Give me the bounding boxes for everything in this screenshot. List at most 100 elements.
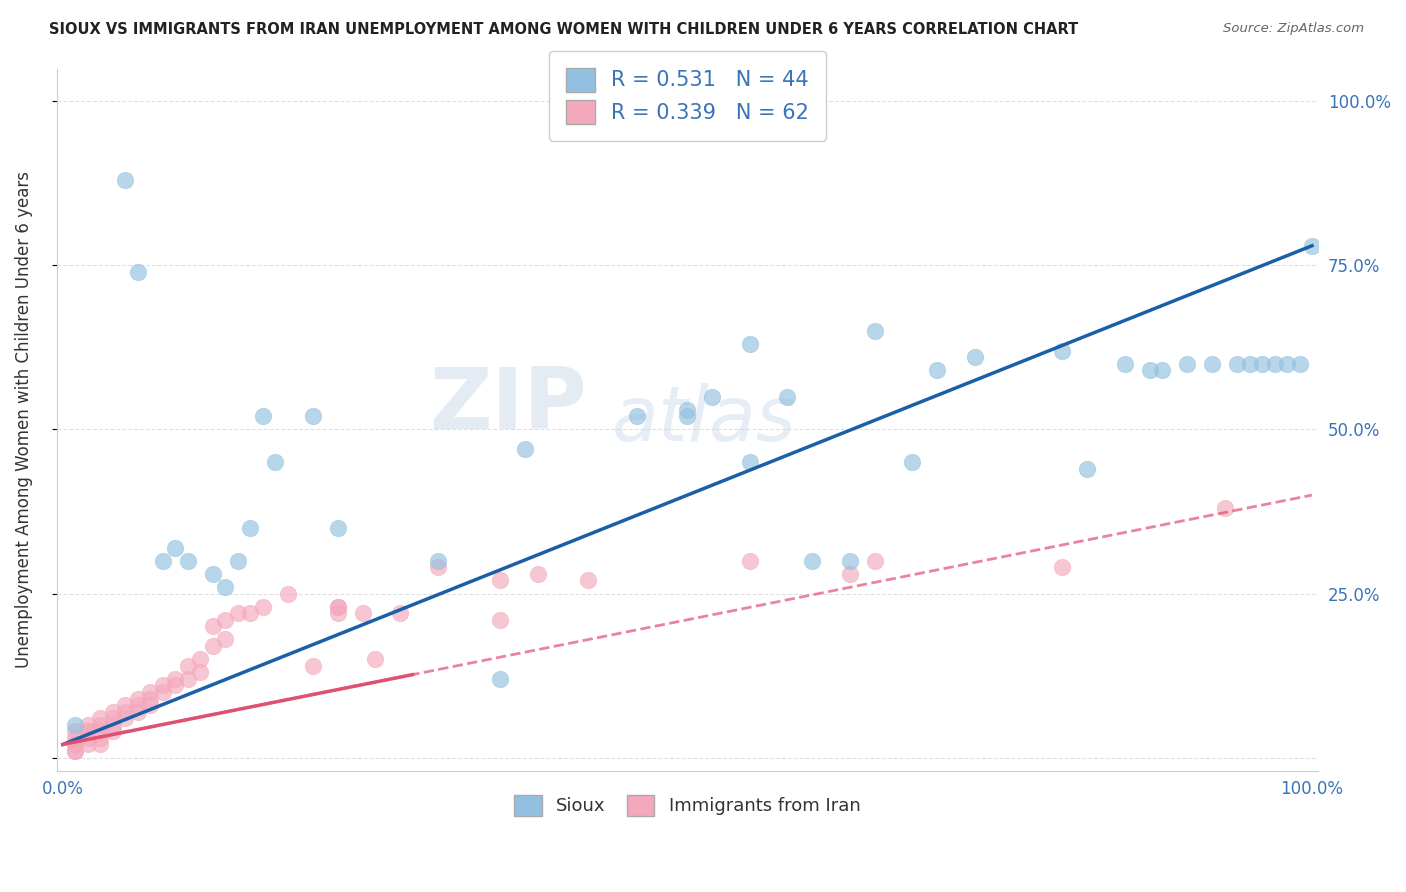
Point: [838, 554, 860, 568]
Point: [426, 554, 449, 568]
Point: [239, 606, 262, 620]
Point: [863, 324, 886, 338]
Legend: Sioux, Immigrants from Iran: Sioux, Immigrants from Iran: [505, 786, 869, 825]
Point: [139, 691, 162, 706]
Point: [89, 738, 111, 752]
Text: SIOUX VS IMMIGRANTS FROM IRAN UNEMPLOYMENT AMONG WOMEN WITH CHILDREN UNDER 6 YEA: SIOUX VS IMMIGRANTS FROM IRAN UNEMPLOYME…: [49, 22, 1078, 37]
Point: [1050, 560, 1073, 574]
Point: [1275, 357, 1298, 371]
Point: [364, 652, 387, 666]
Point: [152, 678, 174, 692]
Point: [239, 521, 262, 535]
Point: [776, 390, 799, 404]
Point: [76, 718, 98, 732]
Point: [76, 724, 98, 739]
Point: [1264, 357, 1286, 371]
Point: [1076, 462, 1098, 476]
Y-axis label: Unemployment Among Women with Children Under 6 years: Unemployment Among Women with Children U…: [15, 171, 32, 668]
Point: [738, 337, 761, 351]
Point: [676, 409, 699, 424]
Point: [426, 560, 449, 574]
Point: [513, 442, 536, 457]
Point: [214, 613, 236, 627]
Point: [214, 580, 236, 594]
Point: [277, 586, 299, 600]
Point: [177, 554, 200, 568]
Point: [65, 738, 87, 752]
Point: [114, 698, 136, 712]
Point: [1301, 238, 1323, 252]
Point: [65, 744, 87, 758]
Point: [101, 718, 124, 732]
Point: [89, 718, 111, 732]
Point: [127, 265, 149, 279]
Point: [901, 455, 924, 469]
Text: atlas: atlas: [612, 383, 796, 457]
Point: [863, 554, 886, 568]
Point: [1239, 357, 1261, 371]
Point: [139, 685, 162, 699]
Point: [76, 738, 98, 752]
Point: [352, 606, 374, 620]
Point: [177, 672, 200, 686]
Point: [963, 351, 986, 365]
Point: [188, 665, 211, 680]
Point: [65, 718, 87, 732]
Point: [626, 409, 648, 424]
Point: [65, 724, 87, 739]
Point: [152, 685, 174, 699]
Point: [89, 731, 111, 745]
Point: [214, 632, 236, 647]
Point: [127, 691, 149, 706]
Point: [165, 541, 187, 555]
Point: [738, 554, 761, 568]
Point: [576, 574, 599, 588]
Text: ZIP: ZIP: [429, 364, 586, 447]
Point: [101, 705, 124, 719]
Point: [1201, 357, 1223, 371]
Point: [264, 455, 287, 469]
Point: [165, 678, 187, 692]
Point: [101, 711, 124, 725]
Point: [152, 554, 174, 568]
Point: [326, 599, 349, 614]
Point: [489, 574, 512, 588]
Point: [1288, 357, 1310, 371]
Point: [1139, 363, 1161, 377]
Point: [226, 606, 249, 620]
Point: [127, 698, 149, 712]
Point: [489, 613, 512, 627]
Point: [201, 639, 224, 653]
Point: [201, 566, 224, 581]
Point: [326, 599, 349, 614]
Point: [676, 402, 699, 417]
Point: [201, 619, 224, 633]
Point: [301, 658, 323, 673]
Point: [252, 409, 274, 424]
Point: [127, 705, 149, 719]
Point: [65, 738, 87, 752]
Point: [65, 744, 87, 758]
Point: [76, 724, 98, 739]
Point: [301, 409, 323, 424]
Point: [1114, 357, 1136, 371]
Point: [101, 724, 124, 739]
Point: [89, 711, 111, 725]
Point: [738, 455, 761, 469]
Point: [65, 731, 87, 745]
Point: [1226, 357, 1249, 371]
Point: [114, 705, 136, 719]
Point: [139, 698, 162, 712]
Point: [489, 672, 512, 686]
Point: [1175, 357, 1198, 371]
Point: [226, 554, 249, 568]
Point: [177, 658, 200, 673]
Point: [1152, 363, 1174, 377]
Point: [389, 606, 412, 620]
Point: [188, 652, 211, 666]
Point: [114, 711, 136, 725]
Text: Source: ZipAtlas.com: Source: ZipAtlas.com: [1223, 22, 1364, 36]
Point: [526, 566, 548, 581]
Point: [326, 606, 349, 620]
Point: [838, 566, 860, 581]
